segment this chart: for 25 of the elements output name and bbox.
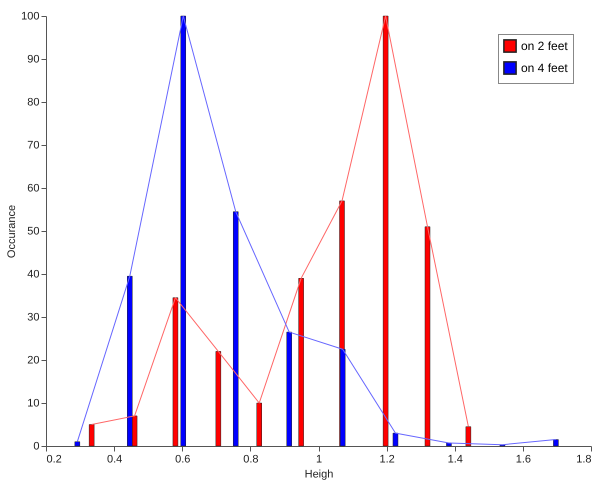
x-tick-label: 0.8: [243, 454, 259, 466]
y-tick-label: 20: [27, 354, 40, 366]
x-axis-title: Heigh: [304, 468, 334, 480]
y-tick-label: 80: [27, 96, 40, 108]
y-tick-label: 70: [27, 140, 40, 152]
y-tick-label: 10: [27, 398, 40, 410]
y-tick-label: 100: [21, 10, 40, 22]
legend-label: on 2 feet: [521, 39, 568, 53]
x-tick-label: 0.6: [175, 454, 190, 466]
y-tick-label: 60: [27, 182, 40, 194]
legend-label: on 4 feet: [521, 61, 568, 75]
x-tick-label: 1.8: [576, 454, 592, 466]
x-tick-label: 1.6: [516, 454, 532, 466]
y-tick-label: 30: [27, 312, 40, 324]
x-tick-label: 1.2: [379, 454, 395, 466]
y-tick-label: 0: [33, 440, 40, 452]
x-tick-label: 0.2: [46, 454, 62, 466]
x-tick-label: 1: [316, 454, 322, 466]
line-series: [91, 16, 469, 428]
y-tick-label: 50: [27, 226, 40, 238]
y-tick-label: 90: [27, 54, 40, 66]
y-axis-title: Occurance: [6, 204, 18, 258]
x-tick-label: 1.4: [448, 454, 463, 466]
x-tick-label: 0.4: [106, 454, 122, 466]
y-tick-label: 40: [27, 268, 40, 280]
